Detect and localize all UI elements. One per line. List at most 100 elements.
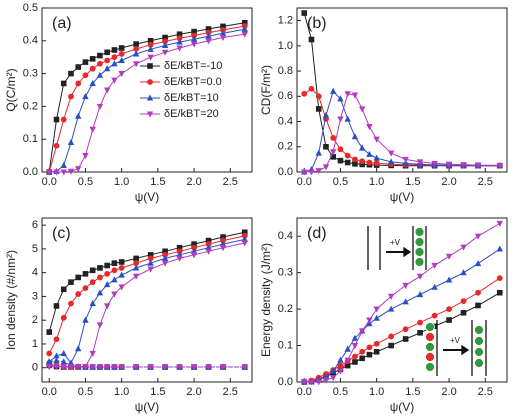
marker	[445, 161, 453, 168]
x-tick-label: 1.5	[405, 176, 420, 188]
panel-label: (d)	[307, 225, 327, 242]
x-tick-label: 2.5	[223, 386, 238, 398]
x-tick-label: 1.0	[369, 386, 384, 398]
marker	[46, 169, 53, 176]
x-tick-label: 2.0	[441, 386, 456, 398]
marker	[97, 60, 103, 67]
marker	[60, 349, 67, 357]
marker	[337, 368, 344, 375]
marker	[118, 71, 125, 78]
marker	[60, 116, 67, 123]
marker	[89, 300, 96, 307]
plot-frame	[41, 7, 253, 173]
marker	[308, 379, 315, 386]
marker	[446, 306, 452, 313]
marker	[387, 158, 395, 165]
marker	[190, 35, 198, 42]
marker	[97, 274, 103, 281]
marker	[82, 316, 89, 323]
marker	[205, 237, 212, 244]
marker	[359, 158, 366, 165]
marker	[161, 364, 169, 371]
marker	[97, 265, 103, 271]
marker	[191, 32, 197, 39]
marker	[60, 358, 67, 365]
marker	[75, 274, 82, 281]
marker	[118, 56, 125, 64]
marker	[53, 363, 60, 371]
marker	[118, 364, 125, 371]
marker	[190, 41, 198, 48]
marker	[162, 251, 169, 258]
ion	[425, 362, 435, 372]
marker	[205, 248, 212, 255]
marker	[75, 363, 82, 371]
marker	[103, 65, 111, 72]
marker	[446, 317, 452, 323]
legend-marker	[146, 111, 154, 118]
marker	[82, 153, 89, 160]
series-line	[304, 223, 501, 383]
marker	[68, 70, 74, 77]
marker	[53, 352, 60, 359]
x-tick-label: 0.0	[297, 386, 312, 398]
x-tick-label: 0.0	[42, 386, 57, 398]
marker	[60, 169, 67, 176]
x-tick-label: 1.5	[150, 386, 165, 398]
marker	[344, 115, 351, 122]
marker	[68, 279, 74, 285]
x-tick-label: 2.0	[441, 176, 456, 188]
y-tick-label: 1.0	[278, 40, 293, 52]
marker	[133, 41, 139, 47]
marker	[96, 289, 104, 296]
marker	[241, 229, 248, 236]
plot-frame	[296, 7, 508, 173]
marker	[358, 106, 366, 113]
x-axis-label: ψ(V)	[135, 400, 160, 414]
marker	[496, 245, 503, 252]
marker	[53, 357, 60, 364]
legend-marker	[147, 63, 153, 69]
marker	[402, 159, 409, 166]
marker	[60, 161, 67, 168]
y-tick-label: 0.3	[23, 68, 38, 80]
marker	[46, 329, 53, 335]
marker	[475, 289, 481, 296]
marker	[220, 234, 226, 240]
ion	[414, 227, 425, 237]
marker	[89, 350, 96, 357]
y-axis-label: CD(F/m²)	[259, 65, 273, 115]
panel: 0.0 0.5 1.0 1.5 2.0 2.5 0.0 0.2 0.4 0.6 0.8 1.0 1.2 ψ…	[259, 7, 508, 204]
marker	[147, 252, 154, 258]
marker	[89, 126, 96, 133]
marker	[337, 157, 344, 164]
marker	[60, 80, 67, 87]
ion	[414, 237, 425, 247]
marker	[97, 52, 103, 59]
x-tick-label: 2.5	[478, 176, 493, 188]
marker	[82, 93, 89, 100]
marker	[103, 364, 111, 371]
marker	[133, 255, 139, 262]
marker	[460, 162, 467, 169]
marker	[176, 31, 183, 38]
marker	[89, 267, 96, 274]
marker	[219, 34, 227, 42]
marker	[416, 159, 424, 166]
series-line	[48, 238, 245, 364]
marker	[416, 273, 424, 280]
marker	[205, 26, 212, 32]
marker	[75, 112, 82, 119]
x-tick-label: 0.5	[333, 386, 348, 398]
marker	[431, 160, 438, 167]
x-axis-label: ψ(V)	[390, 190, 415, 204]
marker	[190, 364, 198, 371]
marker	[162, 248, 168, 255]
marker	[176, 364, 183, 371]
marker	[496, 289, 503, 296]
marker	[147, 364, 154, 371]
marker	[315, 168, 322, 175]
marker	[205, 364, 212, 371]
marker	[460, 309, 467, 316]
marker	[337, 356, 344, 363]
